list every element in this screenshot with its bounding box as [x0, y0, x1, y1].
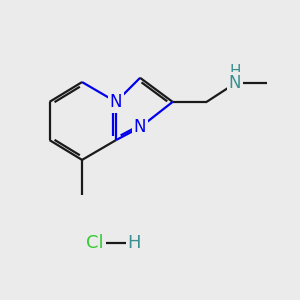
- Text: H: H: [128, 234, 141, 252]
- Text: N: N: [110, 93, 122, 111]
- Text: N: N: [134, 118, 146, 136]
- Text: N: N: [229, 74, 241, 92]
- Text: Cl: Cl: [86, 234, 104, 252]
- Text: H: H: [229, 64, 241, 79]
